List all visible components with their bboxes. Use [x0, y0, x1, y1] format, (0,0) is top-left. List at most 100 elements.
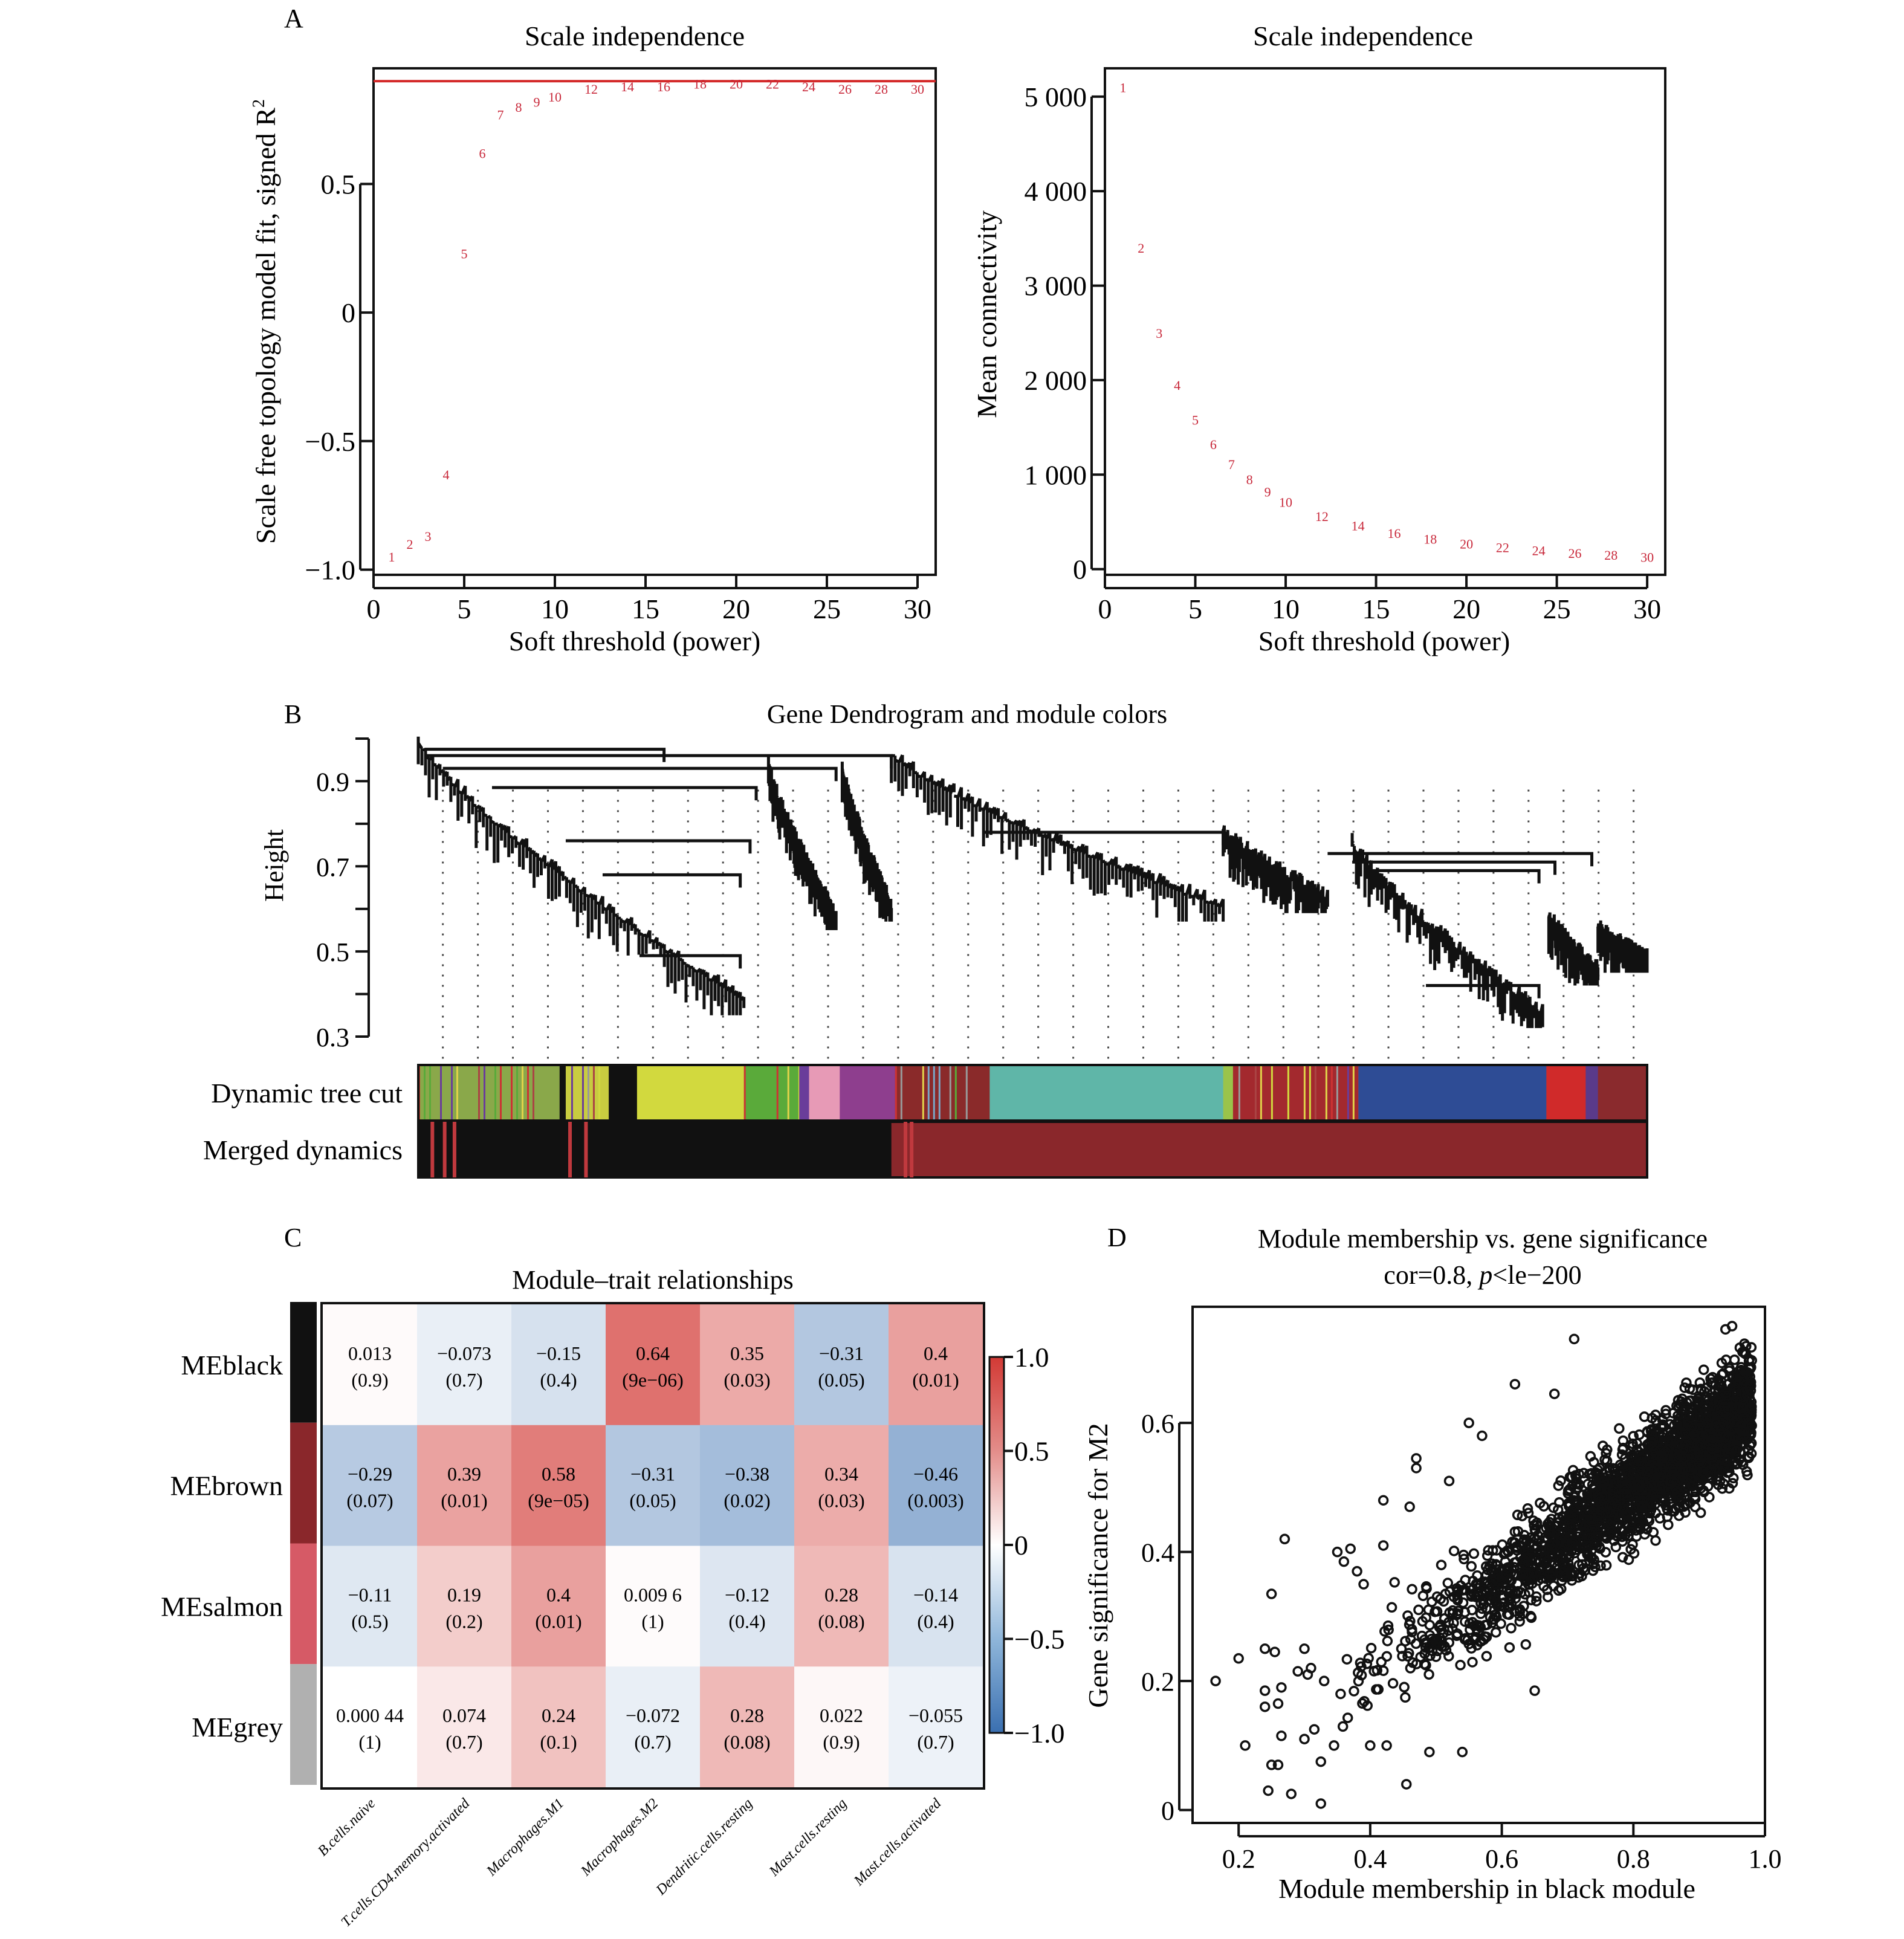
b-module-color-stripe: [1347, 1065, 1349, 1121]
c-cell-value: −0.12: [725, 1584, 769, 1605]
c-cell-value: 0.013: [348, 1342, 392, 1364]
b-module-color-segment: [840, 1065, 896, 1121]
d-point: [1663, 1519, 1674, 1530]
c-cell-value: 0.19: [447, 1584, 481, 1605]
b-branch-cluster: [766, 756, 838, 930]
d-point: [1739, 1438, 1750, 1449]
b-module-color-stripe: [522, 1065, 523, 1121]
c-colorbar: [988, 1356, 1005, 1734]
d-point: [1442, 1578, 1454, 1588]
d-point: [1561, 1570, 1572, 1581]
b-merge-line: [602, 873, 742, 888]
d-point: [1694, 1412, 1705, 1423]
d-point: [1707, 1437, 1718, 1448]
b-module-color-stripe: [787, 1065, 789, 1121]
d-point: [1382, 1636, 1393, 1646]
c-cell-value: −0.073: [437, 1342, 491, 1364]
c-cell-pvalue: (0.9): [351, 1369, 388, 1391]
a1-ytick-label: −1.0: [305, 554, 355, 585]
d-point: [1541, 1584, 1553, 1595]
c-heatmap-cell: [323, 1546, 418, 1667]
c-cell-value: 0.4: [546, 1584, 571, 1605]
c-module-color-strip: [290, 1422, 317, 1544]
d-point: [1386, 1602, 1397, 1613]
a1-point-label: 2: [407, 537, 413, 552]
b-ytick-label: 0.9: [316, 767, 349, 797]
d-point: [1423, 1669, 1434, 1680]
a2-xtick-label: 25: [1543, 594, 1571, 624]
a2-xtick-label: 0: [1098, 594, 1112, 624]
c-heatmap-cell: [417, 1425, 512, 1546]
b-module-color-stripe: [587, 1065, 589, 1121]
d-point: [1696, 1385, 1707, 1396]
c-cell-pvalue: (0.7): [445, 1731, 482, 1753]
d-point: [1541, 1556, 1552, 1567]
d-point: [1642, 1439, 1653, 1450]
a1-xtick-label: 20: [722, 594, 750, 624]
c-cell-value: 0.4: [924, 1342, 948, 1364]
a2-point-label: 14: [1352, 519, 1365, 534]
c-heatmap-cell: [889, 1425, 983, 1546]
c-cell-value: −0.14: [913, 1584, 958, 1605]
d-point: [1286, 1788, 1297, 1799]
d-ytick-label: 0: [1161, 1796, 1174, 1826]
d-point: [1279, 1533, 1290, 1545]
a2-point-label: 7: [1228, 457, 1235, 472]
b-module-color-stripe: [949, 1065, 951, 1121]
c-cell-value: 0.022: [820, 1704, 863, 1726]
b-module-color-segment: [891, 1122, 1648, 1177]
b-merged-stripe: [430, 1122, 435, 1177]
d-point: [1726, 1321, 1738, 1332]
d-point: [1543, 1591, 1553, 1602]
b-module-color-segment: [1546, 1065, 1586, 1121]
b-module-color-stripe: [965, 1065, 968, 1121]
d-point: [1621, 1478, 1633, 1489]
d-point: [1404, 1501, 1415, 1512]
b-row-label: Dynamic tree cut: [211, 1078, 403, 1109]
b-module-color-stripe: [571, 1065, 573, 1121]
d-point: [1637, 1500, 1648, 1512]
a1-ylabel-text: Scale free topology model fit, signed R: [250, 108, 281, 544]
d-point: [1276, 1730, 1287, 1741]
d-point: [1381, 1651, 1393, 1662]
c-heatmap-cell: [700, 1666, 795, 1788]
d-point: [1658, 1435, 1669, 1446]
d-point: [1483, 1545, 1494, 1556]
b-module-color-segment: [895, 1065, 990, 1121]
d-point: [1520, 1576, 1531, 1587]
a2-point-label: 4: [1174, 378, 1180, 393]
c-cell-value: 0.000 44: [336, 1704, 404, 1726]
d-point: [1553, 1480, 1564, 1491]
d-point: [1531, 1534, 1542, 1545]
d-point: [1358, 1579, 1369, 1590]
d-point: [1614, 1459, 1626, 1471]
d-plot-frame: [1191, 1306, 1766, 1824]
b-module-color-stripe: [1314, 1065, 1316, 1121]
d-point: [1459, 1553, 1469, 1565]
b-module-color-stripe: [1303, 1065, 1306, 1121]
a2-point-label: 8: [1246, 472, 1253, 487]
d-point: [1460, 1584, 1471, 1596]
d-point: [1729, 1417, 1740, 1428]
a1-point-label: 30: [911, 82, 924, 97]
d-point: [1332, 1546, 1343, 1558]
d-point: [1420, 1642, 1431, 1653]
d-point: [1634, 1485, 1645, 1497]
d-point: [1639, 1529, 1650, 1540]
d-point: [1361, 1659, 1373, 1669]
c-heatmap-cell: [794, 1425, 889, 1546]
d-point: [1465, 1624, 1475, 1636]
d-point: [1498, 1597, 1510, 1608]
d-point: [1491, 1560, 1503, 1572]
d-point: [1705, 1373, 1716, 1384]
d-point: [1420, 1637, 1431, 1648]
a2-point-label: 16: [1387, 526, 1400, 541]
a2-point-label: 2: [1138, 241, 1144, 256]
c-cell-value: −0.31: [819, 1342, 864, 1364]
d-point: [1746, 1420, 1757, 1431]
d-point: [1729, 1407, 1740, 1417]
d-point: [1417, 1590, 1429, 1601]
d-point: [1526, 1547, 1537, 1559]
d-point: [1342, 1712, 1353, 1723]
a2-point-label: 18: [1423, 532, 1437, 547]
